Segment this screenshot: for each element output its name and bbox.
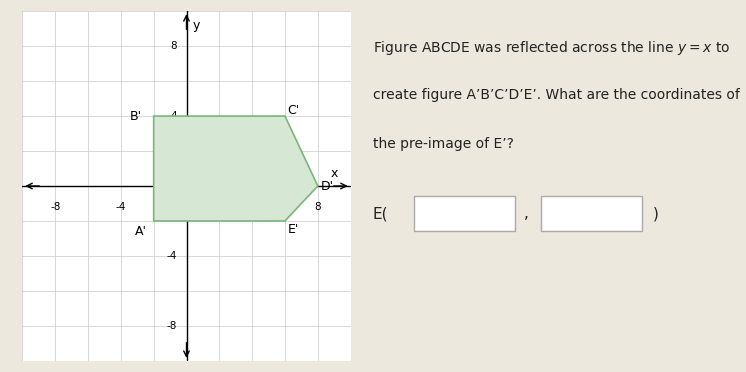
Text: Figure ABCDE was reflected across the line $y = x$ to: Figure ABCDE was reflected across the li…: [373, 39, 730, 57]
Text: 4: 4: [170, 111, 177, 121]
Polygon shape: [154, 116, 318, 221]
Text: -4: -4: [116, 202, 126, 212]
Text: D': D': [321, 180, 334, 192]
Text: the pre-image of E’?: the pre-image of E’?: [373, 137, 514, 151]
Text: 4: 4: [249, 202, 255, 212]
Text: y: y: [192, 19, 200, 32]
Text: C': C': [287, 104, 299, 117]
FancyBboxPatch shape: [414, 196, 515, 231]
Text: -8: -8: [50, 202, 60, 212]
Text: ,: ,: [524, 206, 528, 221]
Text: 8: 8: [170, 41, 177, 51]
Text: 8: 8: [315, 202, 321, 212]
Text: E': E': [287, 223, 299, 236]
Text: create figure A’B’C’D’E’. What are the coordinates of: create figure A’B’C’D’E’. What are the c…: [373, 88, 740, 102]
Text: B': B': [130, 110, 142, 122]
Text: A': A': [134, 225, 146, 238]
Text: x: x: [330, 167, 338, 180]
Text: E(: E(: [373, 206, 389, 221]
FancyBboxPatch shape: [541, 196, 642, 231]
Text: -8: -8: [166, 321, 177, 331]
Text: ): ): [653, 206, 659, 221]
Text: -4: -4: [166, 251, 177, 261]
